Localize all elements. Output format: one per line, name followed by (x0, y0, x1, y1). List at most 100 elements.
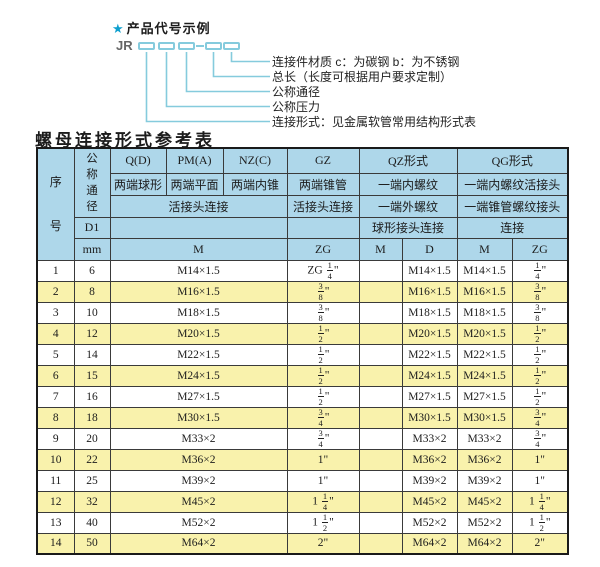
cell-gz-zg: 3 4 " (286, 406, 360, 429)
header-col-pm: PM(A) (165, 147, 224, 174)
table-row: 4 12 M20×1.5 1 2 " M20×1.5 M20×1.5 1 2 " (36, 322, 569, 345)
header-qz-m: M (358, 237, 403, 261)
cell-qg-m: M52×2 (456, 511, 513, 534)
cell-dn: 16 (73, 385, 111, 408)
cell-qz-m (358, 322, 403, 345)
header-left-connection: 活接头连接 (109, 194, 288, 218)
table-row: 1 6 M14×1.5 ZG 1 4 " M14×1.5 M14×1.5 1 4 " (36, 259, 569, 282)
cell-qg-m: M22×1.5 (456, 343, 513, 366)
cell-seq: 1 (36, 259, 75, 282)
header-col-gz: GZ (286, 147, 360, 174)
cell-dn: 12 (73, 322, 111, 345)
nut-connection-reference-table: 序号 公称通径 Q(D) PM(A) NZ(C) GZ QZ形式 QG形式 两端… (36, 147, 569, 555)
header-qz-d: D (401, 237, 458, 261)
table-row: 3 10 M18×1.5 3 8 " M18×1.5 M18×1.5 3 8 " (36, 301, 569, 324)
table-body: 1 6 M14×1.5 ZG 1 4 " M14×1.5 M14×1.5 1 4 " 2 8 M16×1.… (36, 259, 569, 555)
cell-seq: 9 (36, 427, 75, 450)
product-code-diagram: ★ 产品代号示例 JR 连接件材质 c：为碳钢 b：为不锈钢 总长（长度可根据用户… (0, 0, 600, 130)
cell-qg-m: M45×2 (456, 490, 513, 513)
cell-qz-d: M52×2 (401, 511, 458, 534)
code-label-diameter: 公称通径 (272, 85, 321, 99)
header-q-sub: 两端球形 (109, 172, 167, 196)
cell-dn: 32 (73, 490, 111, 513)
table-row: 2 8 M16×1.5 3 8 " M16×1.5 M16×1.5 3 8 " (36, 280, 569, 303)
cell-qz-d: M24×1.5 (401, 364, 458, 387)
cell-qz-m (358, 280, 403, 303)
code-box-2 (158, 42, 175, 50)
header-qg-sub1: 一端内螺纹活接头 (456, 172, 569, 196)
cell-qz-m (358, 427, 403, 450)
header-qg-m: M (456, 237, 513, 261)
cell-dn: 8 (73, 280, 111, 303)
table-row: 10 22 M36×2 1" M36×2 M36×2 1" (36, 448, 569, 471)
cell-qg-m: M16×1.5 (456, 280, 513, 303)
cell-m: M16×1.5 (109, 280, 288, 303)
cell-qg-zg: 2" (511, 532, 569, 555)
cell-m: M18×1.5 (109, 301, 288, 324)
cell-gz-zg: 3 8 " (286, 301, 360, 324)
cell-qg-m: M33×2 (456, 427, 513, 450)
cell-gz-zg: 1 1 4 " (286, 490, 360, 513)
code-label-pressure: 公称压力 (272, 100, 321, 114)
table-row: 12 32 M45×2 1 1 4 " M45×2 M45×2 1 1 4 " (36, 490, 569, 513)
header-mm: mm (73, 237, 111, 261)
cell-qg-m: M36×2 (456, 448, 513, 471)
cell-qz-d: M36×2 (401, 448, 458, 471)
header-m: M (109, 237, 288, 261)
star-icon: ★ (112, 21, 125, 36)
cell-qg-zg: 1 2 " (511, 364, 569, 387)
cell-dn: 22 (73, 448, 111, 471)
cell-qg-m: M20×1.5 (456, 322, 513, 345)
diagram-title-text: 产品代号示例 (126, 21, 211, 36)
cell-dn: 40 (73, 511, 111, 534)
cell-seq: 6 (36, 364, 75, 387)
cell-qz-m (358, 301, 403, 324)
cell-m: M14×1.5 (109, 259, 288, 282)
cell-dn: 25 (73, 469, 111, 492)
cell-qz-d: M30×1.5 (401, 406, 458, 429)
cell-dn: 15 (73, 364, 111, 387)
table-header: 序号 公称通径 Q(D) PM(A) NZ(C) GZ QZ形式 QG形式 两端… (36, 147, 569, 261)
cell-qg-zg: 3 4 " (511, 406, 569, 429)
cell-qz-m (358, 364, 403, 387)
code-label-length: 总长（长度可根据用户要求定制） (272, 70, 453, 84)
header-seq: 序号 (36, 147, 75, 261)
cell-qg-zg: 1 4 " (511, 259, 569, 282)
cell-qg-m: M24×1.5 (456, 364, 513, 387)
header-gz-zg: ZG (286, 237, 360, 261)
cell-gz-zg: 1 2 " (286, 322, 360, 345)
cell-qg-zg: 1 2 " (511, 343, 569, 366)
cell-qz-m (358, 532, 403, 555)
header-qz-sub1: 一端内螺纹 (358, 172, 458, 196)
cell-gz-zg: 1 2 " (286, 364, 360, 387)
cell-m: M27×1.5 (109, 385, 288, 408)
header-spacer-gz (286, 216, 360, 239)
cell-qg-zg: 1 2 " (511, 322, 569, 345)
cell-dn: 50 (73, 532, 111, 555)
cell-qz-d: M22×1.5 (401, 343, 458, 366)
cell-qg-m: M18×1.5 (456, 301, 513, 324)
cell-seq: 12 (36, 490, 75, 513)
cell-qg-zg: 3 8 " (511, 301, 569, 324)
code-box-1 (138, 42, 155, 50)
cell-qz-d: M20×1.5 (401, 322, 458, 345)
cell-seq: 11 (36, 469, 75, 492)
header-col-q: Q(D) (109, 147, 167, 174)
table-row: 9 20 M33×2 3 4 " M33×2 M33×2 3 4 " (36, 427, 569, 450)
cell-gz-zg: 3 4 " (286, 427, 360, 450)
header-qg-zg: ZG (511, 237, 569, 261)
cell-seq: 5 (36, 343, 75, 366)
cell-m: M22×1.5 (109, 343, 288, 366)
cell-seq: 2 (36, 280, 75, 303)
cell-qg-zg: 3 8 " (511, 280, 569, 303)
cell-qg-m: M30×1.5 (456, 406, 513, 429)
cell-m: M30×1.5 (109, 406, 288, 429)
cell-dn: 20 (73, 427, 111, 450)
cell-qz-m (358, 469, 403, 492)
code-label-connection: 连接形式：见金属软管常用结构形式表 (272, 115, 477, 129)
cell-m: M36×2 (109, 448, 288, 471)
cell-qg-zg: 1 1 2 " (511, 511, 569, 534)
cell-m: M20×1.5 (109, 322, 288, 345)
table-row: 14 50 M64×2 2" M64×2 M64×2 2" (36, 532, 569, 555)
cell-qz-m (358, 406, 403, 429)
